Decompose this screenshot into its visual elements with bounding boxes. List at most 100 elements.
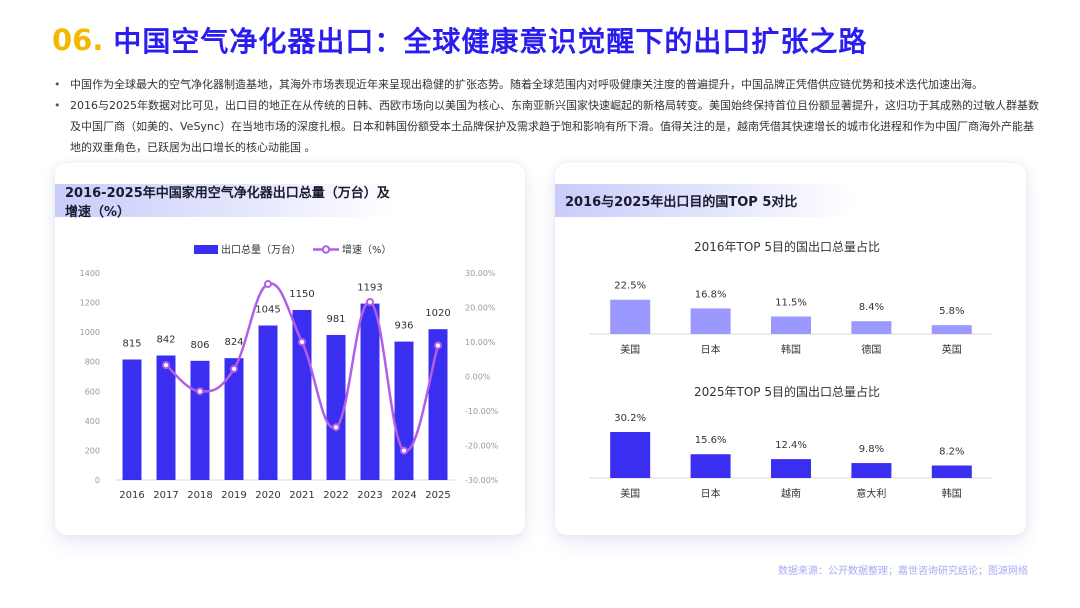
export-volume-bar: [292, 309, 312, 480]
section-number: 06.: [52, 23, 104, 57]
summary-bullets: 中国作为全球最大的空气净化器制造基地，其海外市场表现近年来呈现出稳健的扩张态势。…: [54, 74, 1039, 158]
page-header: 06. 中国空气净化器出口：全球健康意识觉醒下的出口扩张之路: [52, 18, 867, 62]
y-left-tick-label: 600: [85, 387, 100, 396]
y-right-tick-label: -30.00%: [465, 476, 499, 485]
y-left-tick-label: 1200: [80, 299, 100, 308]
x-tick-label: 2025: [425, 490, 450, 501]
y-right-tick-label: 10.00%: [465, 338, 496, 347]
x-tick-label: 2017: [153, 490, 178, 501]
x-tick-label: 意大利: [856, 487, 886, 500]
legend-line-label: 增速（%）: [342, 243, 392, 256]
y-left-tick-label: 1000: [80, 328, 100, 337]
bar-value-label: 842: [156, 335, 175, 346]
x-tick-label: 2023: [357, 490, 382, 501]
bar-value-label: 12.4%: [775, 440, 807, 451]
x-tick-label: 2024: [391, 490, 416, 501]
bar-value-label: 16.8%: [695, 289, 727, 300]
export-volume-bar: [326, 334, 346, 480]
growth-rate-point: [332, 423, 340, 432]
bar-value-label: 824: [224, 337, 243, 348]
x-tick-label: 2022: [323, 490, 348, 501]
x-tick-label: 美国: [620, 343, 640, 356]
export-volume-bar: [190, 360, 210, 480]
destination-share-bar: [610, 299, 651, 334]
destination-share-bar: [771, 459, 811, 478]
bar-value-label: 806: [190, 340, 209, 351]
bar-value-label: 936: [394, 321, 413, 332]
bar-value-label: 15.6%: [695, 435, 727, 446]
destination-share-bar: [931, 465, 972, 478]
subchart-title: 2025年TOP 5目的国出口总量占比: [694, 384, 880, 399]
card-title: 2016与2025年出口目的国TOP 5对比: [555, 184, 855, 217]
y-left-tick-label: 800: [85, 358, 100, 367]
export-volume-bar: [360, 303, 380, 480]
export-volume-bar: [122, 359, 142, 480]
growth-rate-line: [165, 282, 440, 453]
y-right-tick-label: 20.00%: [465, 304, 496, 313]
x-tick-label: 2018: [187, 490, 212, 501]
export-volume-bar: [258, 325, 278, 480]
destination-share-bar: [610, 432, 651, 478]
growth-rate-point: [400, 446, 408, 455]
legend-line-marker: [321, 245, 331, 254]
bar-value-label: 1020: [425, 308, 450, 319]
x-tick-label: 韩国: [942, 487, 962, 500]
growth-rate-point: [264, 280, 272, 289]
x-tick-label: 2020: [255, 490, 280, 501]
destination-share-bar: [851, 463, 892, 478]
y-right-tick-label: 30.00%: [465, 269, 496, 278]
destination-share-bar: [851, 321, 892, 334]
destination-share-bar: [690, 454, 731, 478]
growth-rate-point: [230, 364, 238, 373]
growth-rate-point: [162, 361, 170, 370]
page-title: 中国空气净化器出口：全球健康意识觉醒下的出口扩张之路: [113, 25, 868, 58]
bar-value-label: 815: [122, 338, 141, 349]
y-left-tick-label: 400: [85, 417, 100, 426]
x-tick-label: 日本: [701, 487, 721, 500]
bar-value-label: 30.2%: [614, 413, 646, 424]
y-left-tick-label: 200: [85, 446, 100, 455]
export-volume-bar: [224, 358, 244, 480]
subchart-title: 2016年TOP 5目的国出口总量占比: [694, 239, 880, 254]
bar-value-label: 11.5%: [775, 297, 807, 308]
x-tick-label: 越南: [781, 487, 801, 500]
export-volume-bar: [156, 355, 176, 480]
y-right-tick-label: -10.00%: [465, 407, 499, 416]
x-tick-label: 2016: [119, 490, 144, 501]
x-tick-label: 韩国: [781, 343, 801, 356]
legend-bar-swatch: [194, 245, 218, 254]
bar-value-label: 1045: [255, 304, 280, 315]
data-source: 数据来源：公开数据整理；嘉世咨询研究结论；图源网络: [778, 566, 1028, 577]
x-tick-label: 美国: [620, 487, 640, 500]
growth-rate-point: [298, 338, 306, 346]
top5-destinations-card: 2016与2025年出口目的国TOP 5对比 2016年TOP 5目的国出口总量…: [555, 163, 1026, 535]
x-tick-label: 英国: [942, 343, 962, 356]
growth-rate-point: [434, 341, 442, 350]
bar-value-label: 8.2%: [939, 447, 964, 458]
x-tick-label: 2021: [289, 490, 314, 501]
growth-rate-point: [366, 297, 374, 306]
bar-value-label: 981: [326, 314, 345, 325]
destination-share-bar: [771, 316, 811, 334]
y-right-tick-label: 0.00%: [465, 373, 491, 382]
y-left-tick-label: 1400: [80, 269, 100, 278]
growth-rate-point: [196, 387, 204, 396]
top5-comparison-chart: 2016年TOP 5目的国出口总量占比 22.5% 美国 16.8% 日本 11.5% 韩国…: [590, 239, 992, 500]
bar-value-label: 5.8%: [939, 306, 964, 317]
export-volume-bar: [394, 341, 414, 480]
export-volume-card: 2016-2025年中国家用空气净化器出口总量（万台）及增速（%） 出口总量（万…: [55, 163, 525, 535]
y-left-tick-label: 0: [95, 476, 100, 485]
bar-value-label: 8.4%: [859, 302, 884, 313]
bar-value-label: 1150: [289, 289, 314, 300]
export-volume-bar: [428, 329, 448, 480]
y-right-tick-label: -20.00%: [465, 442, 499, 451]
destination-share-bar: [931, 325, 972, 334]
x-tick-label: 日本: [701, 343, 721, 356]
bar-value-label: 22.5%: [614, 281, 646, 292]
x-tick-label: 德国: [861, 343, 881, 356]
destination-share-bar: [690, 308, 731, 334]
bar-value-label: 9.8%: [859, 444, 884, 455]
export-volume-chart: 出口总量（万台） 增速（%） 0 200 400 600 800 1000 1200 1400 -…: [80, 243, 499, 501]
legend-bar-label: 出口总量（万台）: [221, 243, 301, 256]
x-tick-label: 2019: [221, 490, 246, 501]
